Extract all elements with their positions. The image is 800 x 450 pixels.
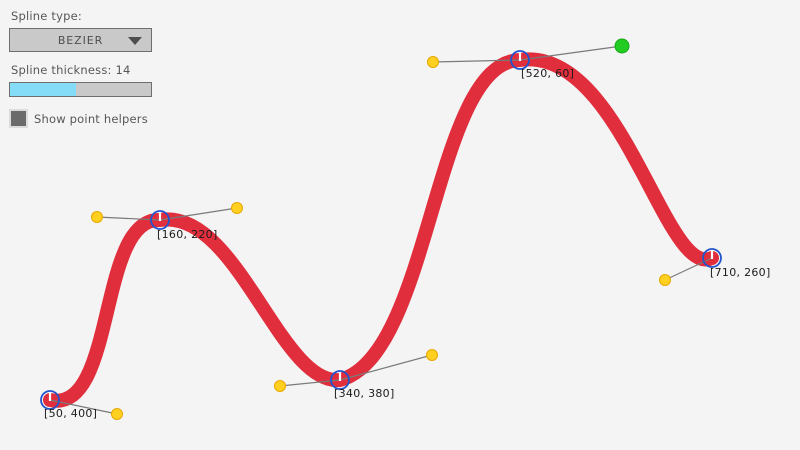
point-coordinate-label: [710, 260] <box>710 266 771 279</box>
control-handles[interactable] <box>91 38 671 420</box>
spline-thickness-slider[interactable] <box>9 82 152 97</box>
anchor-point[interactable] <box>510 50 530 70</box>
slider-fill <box>10 83 77 96</box>
control-handle[interactable] <box>111 408 123 420</box>
control-panel[interactable]: Spline type: BEZIER Spline thickness: 14… <box>0 0 179 128</box>
spline-curve[interactable] <box>43 52 719 408</box>
point-coordinate-label: [520, 60] <box>521 67 575 80</box>
handle-line <box>432 59 521 63</box>
point-coordinate-label: [50, 400] <box>44 407 98 420</box>
show-point-helpers-checkbox[interactable] <box>9 109 28 128</box>
control-handle[interactable] <box>274 380 286 392</box>
handle-line <box>49 399 118 415</box>
spline-type-label: Spline type: <box>11 9 82 23</box>
spline-type-dropdown[interactable]: BEZIER <box>9 28 152 52</box>
handle-line <box>279 379 341 387</box>
point-coordinate-label: [340, 380] <box>334 387 395 400</box>
point-coordinate-label: [160, 220] <box>157 228 218 241</box>
control-handle[interactable] <box>659 274 671 286</box>
control-handle[interactable] <box>427 56 439 68</box>
show-point-helpers-label: Show point helpers <box>34 111 148 126</box>
anchor-point[interactable] <box>702 248 722 268</box>
anchor-point[interactable] <box>330 370 350 390</box>
anchor-points[interactable] <box>40 50 722 410</box>
control-handle[interactable] <box>231 202 243 214</box>
show-point-helpers-row[interactable]: Show point helpers <box>9 109 179 128</box>
anchor-point[interactable] <box>150 210 170 230</box>
control-handle-selected[interactable] <box>614 38 630 54</box>
handle-line <box>664 257 713 281</box>
anchor-point[interactable] <box>40 390 60 410</box>
handle-lines <box>49 45 713 415</box>
handle-line <box>519 45 623 61</box>
chevron-down-icon <box>128 37 142 45</box>
control-handle[interactable] <box>91 211 103 223</box>
control-handle[interactable] <box>426 349 438 361</box>
handle-line <box>339 354 433 381</box>
spline-type-value: BEZIER <box>57 33 104 47</box>
handle-line <box>159 207 238 221</box>
spline-stroke[interactable] <box>43 52 719 408</box>
handle-line <box>96 216 161 221</box>
spline-thickness-label: Spline thickness: 14 <box>11 63 131 77</box>
